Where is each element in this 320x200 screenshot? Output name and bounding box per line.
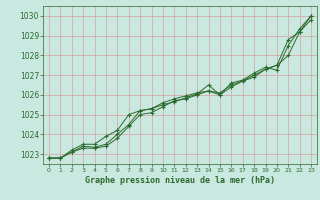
X-axis label: Graphe pression niveau de la mer (hPa): Graphe pression niveau de la mer (hPa) xyxy=(85,176,275,185)
